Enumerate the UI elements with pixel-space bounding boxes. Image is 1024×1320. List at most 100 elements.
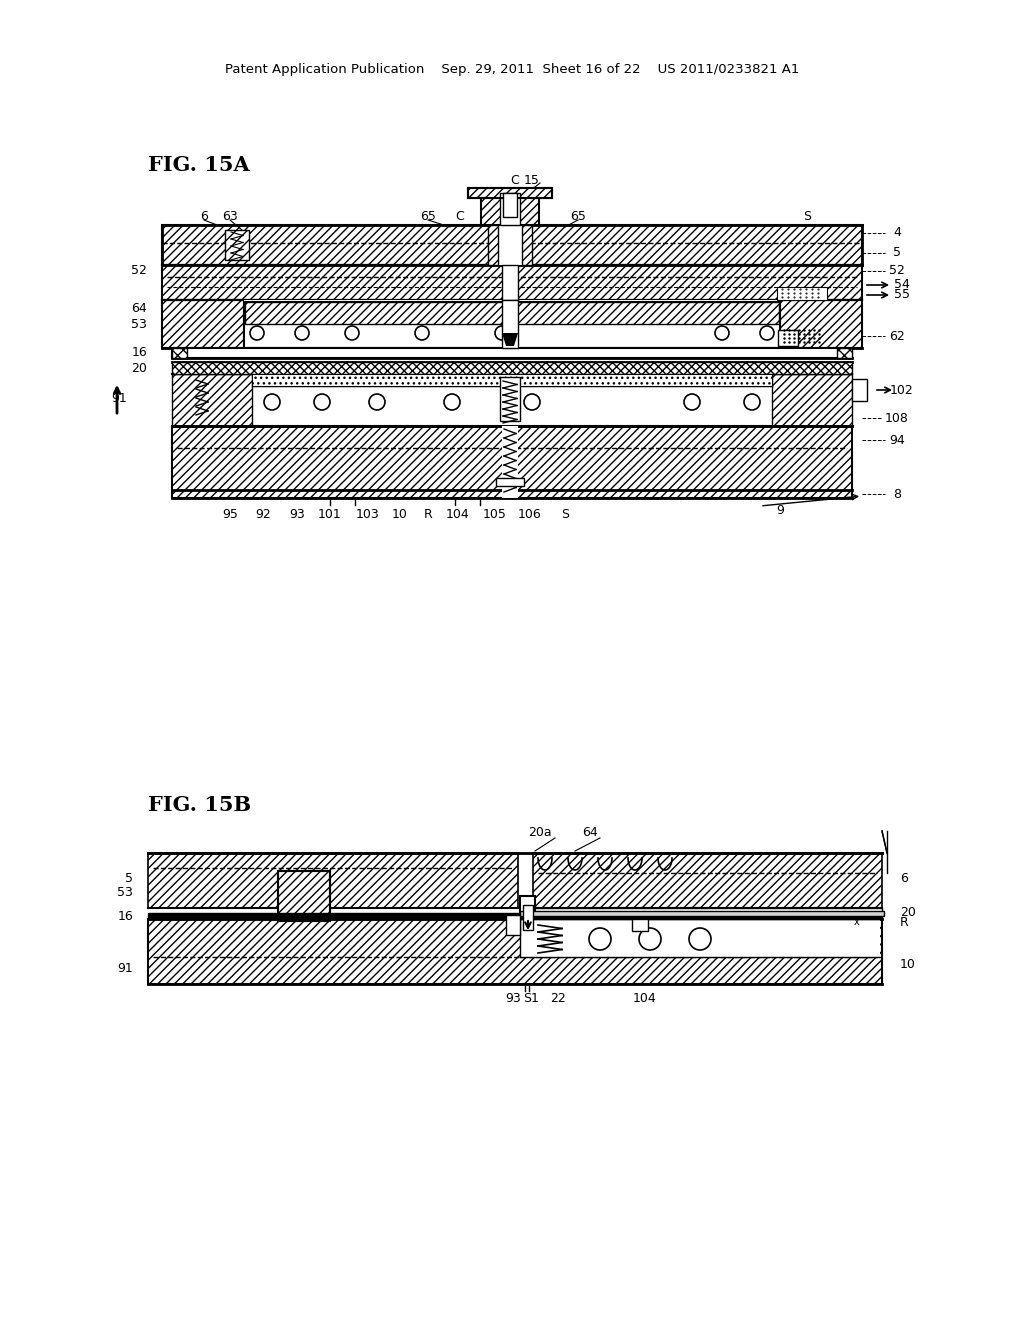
- Bar: [148, 913, 882, 919]
- Text: 20a: 20a: [528, 826, 552, 840]
- Bar: [502, 300, 518, 348]
- Bar: [780, 300, 862, 348]
- Bar: [148, 919, 882, 983]
- Bar: [852, 379, 867, 401]
- Text: FIG. 15B: FIG. 15B: [148, 795, 251, 814]
- Text: 8: 8: [893, 487, 901, 500]
- Bar: [468, 187, 552, 198]
- Text: 102: 102: [890, 384, 913, 396]
- Text: 52: 52: [131, 264, 147, 277]
- Text: 64: 64: [582, 826, 598, 840]
- Bar: [522, 224, 532, 265]
- Bar: [162, 265, 862, 300]
- Text: R: R: [424, 507, 432, 520]
- Bar: [468, 187, 552, 198]
- Bar: [252, 374, 772, 385]
- Bar: [506, 915, 520, 935]
- Text: 65: 65: [420, 210, 436, 223]
- Bar: [632, 919, 648, 931]
- Bar: [520, 919, 880, 957]
- Bar: [172, 348, 187, 358]
- Text: 5: 5: [893, 247, 901, 260]
- Text: 93: 93: [505, 993, 521, 1006]
- Text: 10: 10: [900, 957, 915, 970]
- Bar: [520, 896, 535, 916]
- Bar: [777, 286, 827, 300]
- Bar: [252, 374, 772, 426]
- Text: S: S: [803, 210, 811, 223]
- Text: 22: 22: [550, 993, 566, 1006]
- Bar: [244, 300, 780, 348]
- Bar: [481, 193, 539, 224]
- Bar: [503, 193, 517, 216]
- Bar: [245, 302, 779, 323]
- Bar: [534, 908, 882, 916]
- Text: 106: 106: [518, 507, 542, 520]
- Text: 63: 63: [222, 210, 238, 223]
- Bar: [500, 193, 520, 224]
- Text: 6: 6: [200, 210, 208, 223]
- Text: 104: 104: [633, 993, 656, 1006]
- Bar: [534, 853, 882, 908]
- Text: 9: 9: [776, 503, 784, 516]
- Bar: [837, 348, 852, 358]
- Bar: [172, 348, 852, 358]
- Text: 91: 91: [112, 392, 127, 405]
- Text: 20: 20: [131, 362, 147, 375]
- Text: C: C: [456, 210, 464, 223]
- Text: 20: 20: [900, 906, 915, 919]
- Text: 65: 65: [570, 210, 586, 223]
- Text: 53: 53: [117, 887, 133, 899]
- Text: S1: S1: [523, 993, 539, 1006]
- Text: 16: 16: [131, 346, 147, 359]
- Polygon shape: [502, 333, 518, 346]
- Bar: [488, 224, 532, 265]
- Text: C: C: [511, 174, 519, 187]
- Text: 16: 16: [118, 909, 133, 923]
- Bar: [225, 230, 249, 260]
- Text: 52: 52: [889, 264, 905, 277]
- Text: 101: 101: [318, 507, 342, 520]
- Bar: [172, 374, 252, 426]
- Text: 10: 10: [392, 507, 408, 520]
- Bar: [500, 378, 520, 421]
- Text: 54: 54: [894, 279, 910, 292]
- Text: 55: 55: [894, 289, 910, 301]
- Text: 53: 53: [131, 318, 147, 331]
- Text: 105: 105: [483, 507, 507, 520]
- Text: 104: 104: [446, 507, 470, 520]
- Bar: [778, 330, 798, 346]
- Bar: [278, 871, 330, 921]
- Text: 95: 95: [222, 507, 238, 520]
- Bar: [162, 224, 862, 265]
- Text: FIG. 15A: FIG. 15A: [148, 154, 250, 176]
- Text: Patent Application Publication    Sep. 29, 2011  Sheet 16 of 22    US 2011/02338: Patent Application Publication Sep. 29, …: [225, 63, 799, 77]
- Text: S: S: [561, 507, 569, 520]
- Text: 92: 92: [255, 507, 271, 520]
- Bar: [520, 911, 884, 916]
- Bar: [488, 224, 498, 265]
- Bar: [162, 300, 244, 348]
- Bar: [502, 426, 518, 498]
- Text: 94: 94: [889, 433, 905, 446]
- Bar: [502, 265, 518, 300]
- Text: 93: 93: [289, 507, 305, 520]
- Text: x: x: [854, 917, 860, 927]
- Text: 64: 64: [131, 301, 147, 314]
- Text: 4: 4: [893, 227, 901, 239]
- Bar: [523, 906, 534, 931]
- Text: 108: 108: [885, 412, 909, 425]
- Text: 5: 5: [125, 871, 133, 884]
- Text: 6: 6: [900, 871, 908, 884]
- Bar: [244, 302, 780, 348]
- Text: 103: 103: [356, 507, 380, 520]
- Bar: [496, 478, 524, 486]
- Bar: [278, 871, 330, 921]
- Text: 62: 62: [889, 330, 905, 342]
- Text: 91: 91: [118, 962, 133, 975]
- Bar: [148, 853, 518, 908]
- Bar: [172, 426, 852, 498]
- Text: 15: 15: [524, 174, 540, 187]
- Text: R: R: [900, 916, 908, 929]
- Bar: [772, 374, 852, 426]
